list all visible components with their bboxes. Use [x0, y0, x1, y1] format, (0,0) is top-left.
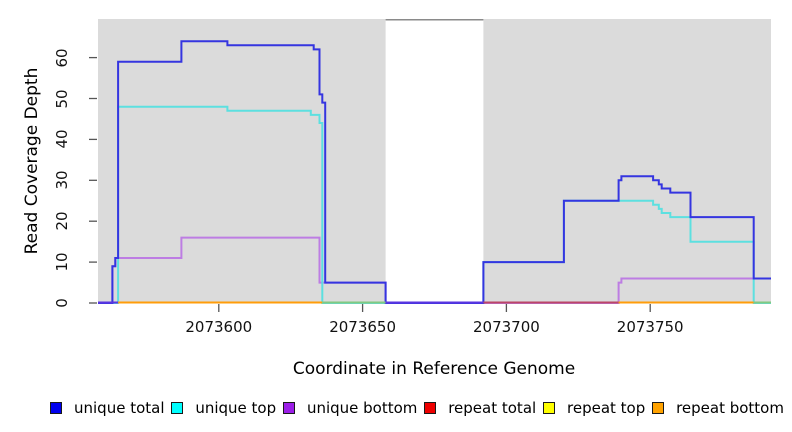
y-axis-title: Read Coverage Depth [22, 67, 42, 255]
legend-item-unique-total: unique total [50, 399, 165, 417]
legend-swatch-icon [50, 402, 62, 414]
legend-item-repeat-total: repeat total [424, 399, 536, 417]
x-tick-label: 2073650 [329, 318, 396, 336]
shaded-region-0 [98, 19, 386, 303]
legend-swatch-icon [543, 402, 555, 414]
y-tick-label: 50 [53, 88, 71, 109]
legend-item-repeat-bottom: repeat bottom [652, 399, 784, 417]
legend-swatch-icon [171, 402, 184, 414]
y-tick-label: 30 [53, 170, 71, 190]
legend-label: repeat top [567, 399, 646, 417]
x-tick-label: 2073600 [185, 318, 253, 336]
legend: unique total unique top unique bottom repea… [50, 396, 784, 420]
y-tick-label: 60 [53, 48, 71, 68]
legend-swatch-icon [424, 402, 437, 414]
legend-label: unique top [195, 399, 277, 417]
x-axis-title: Coordinate in Reference Genome [292, 359, 576, 379]
x-tick-label: 2073750 [616, 318, 684, 336]
y-tick-label: 40 [53, 129, 71, 149]
legend-item-unique-bottom: unique bottom [282, 399, 418, 417]
legend-swatch-icon [282, 402, 295, 414]
y-tick-label: 20 [53, 211, 71, 231]
shaded-region-1 [483, 19, 771, 303]
legend-label: repeat bottom [676, 399, 784, 417]
y-tick-label: 10 [53, 252, 71, 272]
legend-item-unique-top: unique top [171, 399, 276, 417]
x-tick-label: 2073700 [472, 318, 540, 336]
y-tick-label: 0 [53, 298, 71, 308]
legend-label: unique total [74, 399, 165, 417]
legend-label: unique bottom [306, 399, 418, 417]
legend-item-repeat-top: repeat top [543, 399, 645, 417]
legend-label: repeat total [448, 399, 537, 417]
legend-swatch-icon [652, 402, 665, 414]
